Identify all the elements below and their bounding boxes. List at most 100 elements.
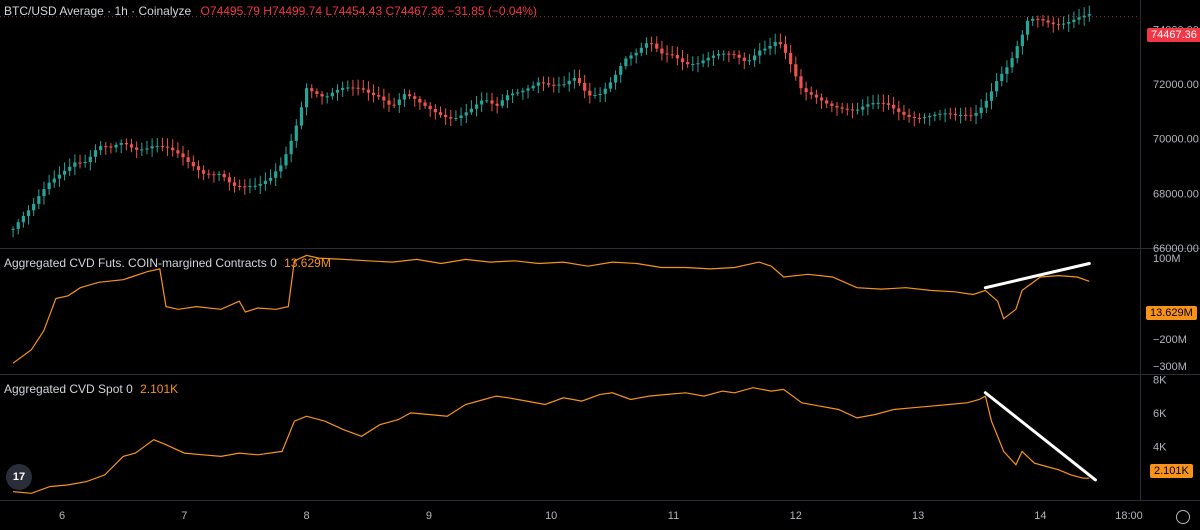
candle-body [294,125,298,141]
candle-body [1031,18,1035,21]
candle-body [165,146,170,148]
candle-body [722,53,726,55]
candle-body [1010,58,1014,68]
candle-body [727,53,731,55]
candle-body [881,102,885,104]
trendline-down-annotation [983,391,1097,482]
candle-body [799,76,803,89]
price-legend: BTC/USD Average · 1h · Coinalyze O74495.… [4,4,537,18]
tradingview-logo[interactable]: 17 [6,464,32,490]
candle-body [897,108,901,112]
settings-gear-icon[interactable] [1176,510,1190,524]
candle-body [644,43,649,48]
candle-body [701,60,705,64]
candle-body [114,144,118,148]
close-value: 74467.36 [394,4,445,18]
candle-body [320,93,324,97]
cvd-spot-value-tag: 2.101K [1150,464,1193,478]
candle-body [93,150,98,157]
candle-body [840,107,844,109]
x-tick-label: 12 [790,510,802,522]
x-tick-label: 8 [304,510,310,522]
candle-body [299,107,304,126]
candle-body [62,170,67,175]
candle-body [845,108,849,110]
x-tick-label: 9 [426,510,432,522]
candle-body [892,104,896,109]
candle-body [819,97,824,101]
candle-body [485,100,489,102]
candle-body [207,173,211,175]
candle-body [577,78,582,84]
candle-body [42,189,46,197]
candle-body [830,103,834,106]
symbol-label[interactable]: BTC/USD Average · 1h · Coinalyze [4,4,192,18]
candle-body [608,82,613,89]
cvd-spot-title[interactable]: Aggregated CVD Spot 0 [4,382,133,396]
candle-body [212,174,216,176]
candle-body [315,91,319,94]
x-tick-label: 18:00 [1115,510,1143,522]
x-tick-label: 14 [1034,510,1046,522]
y-tick-label: 66000.00 [1153,243,1199,255]
candle-body [871,103,875,105]
candle-body [732,53,736,55]
candle-body [948,113,952,115]
candle-body [469,108,473,113]
candle-body [57,174,62,179]
candle-body [572,78,576,81]
candle-body [866,104,870,107]
candle-body [1051,22,1055,25]
y-tick-label: 70000.00 [1153,134,1199,146]
candle-body [341,87,345,90]
candle-body [196,166,201,171]
candle-body [135,147,139,150]
candle-body [160,146,165,148]
candle-body [747,60,752,62]
candle-body [500,100,504,106]
candle-body [21,215,25,223]
candle-body [428,105,432,109]
candle-body [155,146,159,148]
candle-body [305,88,309,108]
candle-body [191,161,195,167]
candle-body [1025,20,1030,35]
candle-body [567,80,571,85]
y-tick-label: −300M [1153,361,1187,373]
x-tick-label: 7 [181,510,187,522]
candle-body [598,93,602,96]
candle-body [222,173,226,178]
candle-body [675,54,679,59]
candle-body [449,117,453,119]
candle-body [660,48,664,54]
candle-body [1056,24,1061,26]
candle-body [552,84,556,86]
candle-body [680,58,685,63]
candle-body [861,106,865,110]
candle-body [809,92,813,95]
candle-body [325,96,329,98]
candle-body [917,117,921,119]
candle-body [902,111,906,115]
candle-body [444,114,448,118]
candle-body [1046,20,1050,23]
candle-body [145,148,149,150]
candle-body [711,55,716,58]
candle-body [928,115,932,118]
candle-body [464,112,468,116]
candle-body [16,222,20,229]
candle-body [371,92,376,96]
candle-body [418,98,422,103]
y-tick-label: 4K [1153,441,1167,453]
candle-body [402,94,407,100]
cvd-futs-title[interactable]: Aggregated CVD Futs. COIN-margined Contr… [4,256,277,270]
candle-body [1000,73,1004,82]
candle-body [629,55,633,59]
y-tick-label: 8K [1153,374,1167,386]
candle-body [521,90,525,93]
candle-body [83,161,87,163]
candle-body [634,52,638,56]
candle-body [495,103,499,106]
candle-body [238,185,242,187]
